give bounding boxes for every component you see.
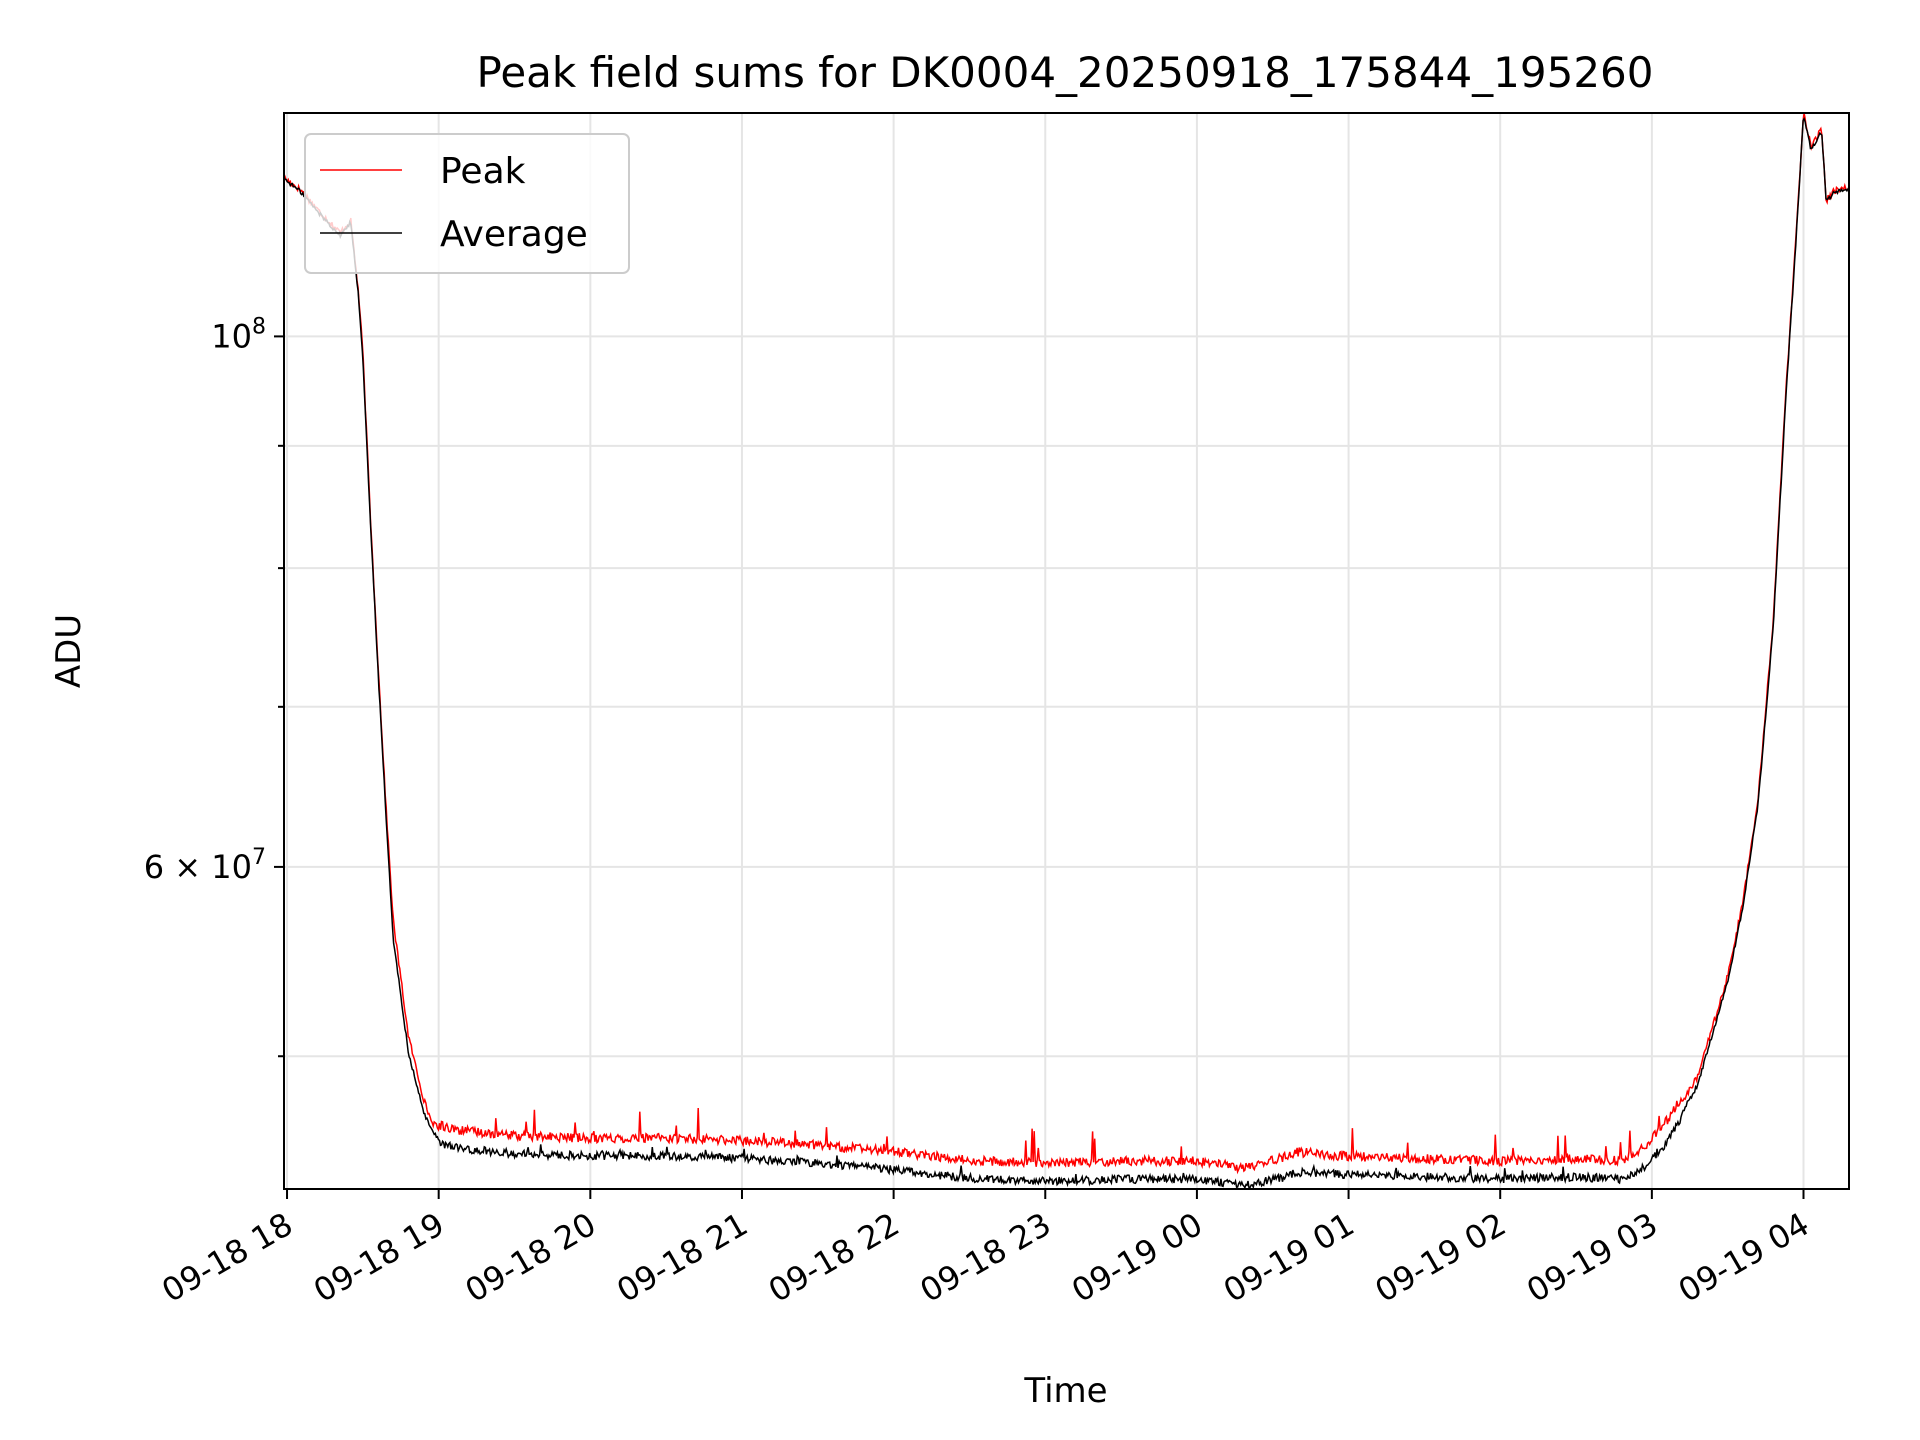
legend-label-peak: Peak (440, 151, 526, 192)
y-tick-label: 108 (211, 314, 266, 355)
x-tick-label: 09-19 02 (1369, 1205, 1513, 1310)
legend-label-average: Average (440, 214, 588, 255)
series-layer (284, 113, 1849, 1189)
legend: Peak Average (304, 133, 630, 274)
y-tick-label: 6 × 107 (144, 845, 266, 886)
plot-area-frame (283, 112, 1850, 1190)
x-tick-label: 09-18 21 (610, 1205, 754, 1310)
x-axis-ticks: 09-18 18 09-18 19 09-18 20 09-18 21 09-18 22… (155, 1189, 1816, 1310)
x-tick-label: 09-18 23 (914, 1205, 1058, 1310)
x-tick-label: 09-19 01 (1217, 1205, 1361, 1310)
x-tick-label: 09-19 00 (1065, 1205, 1209, 1310)
x-tick-label: 09-18 22 (762, 1205, 906, 1310)
x-tick-label: 09-18 20 (459, 1205, 603, 1310)
legend-box (304, 133, 630, 274)
series-line-average (284, 117, 1849, 1189)
series-line-peak (284, 113, 1849, 1175)
x-tick-label: 09-19 04 (1672, 1205, 1816, 1310)
x-tick-label: 09-18 19 (307, 1205, 451, 1310)
chart-title: Peak field sums for DK0004_20250918_1758… (476, 48, 1653, 97)
x-tick-label: 09-19 03 (1520, 1205, 1664, 1310)
x-tick-label: 09-18 18 (155, 1205, 299, 1310)
x-axis-label: Time (1023, 1371, 1107, 1411)
grid-layer (284, 113, 1849, 1189)
y-axis-ticks: 108 6 × 107 (144, 314, 284, 1058)
y-axis-label: ADU (49, 614, 89, 688)
